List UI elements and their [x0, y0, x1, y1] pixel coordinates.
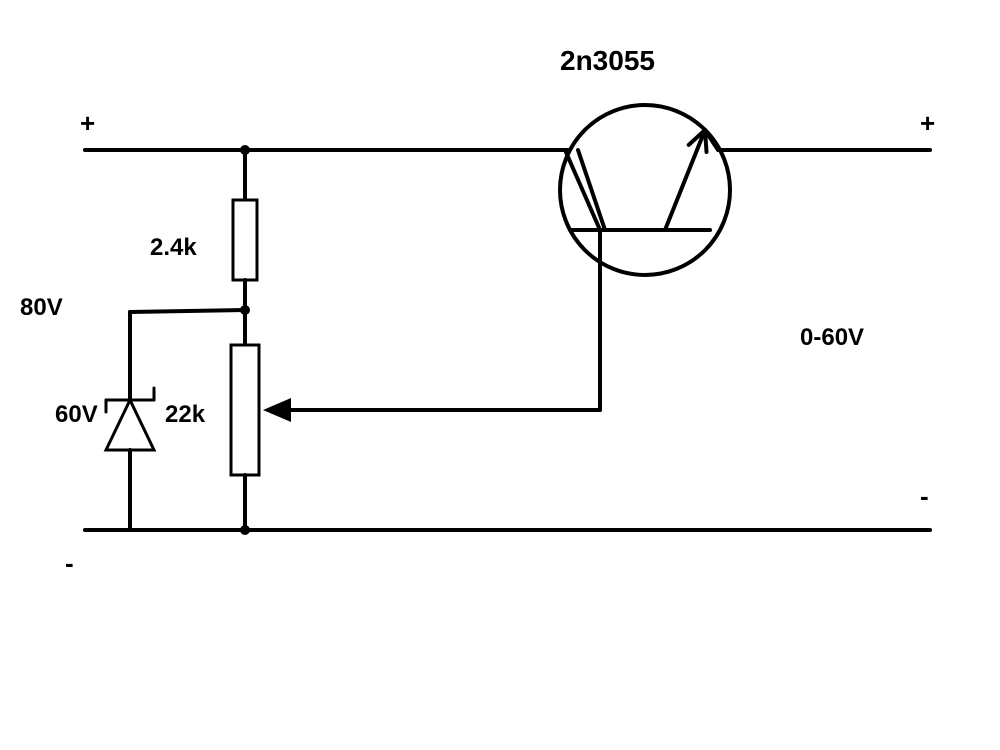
in-minus-label: - — [65, 548, 74, 578]
circuit-schematic: 2n3055 2.4k 22k 60V 80V 0-60V + - + - — [0, 0, 1000, 750]
vout-label: 0-60V — [800, 324, 864, 351]
r1-label: 2.4k — [150, 234, 197, 261]
r2-label: 22k — [165, 401, 206, 428]
out-minus-label: - — [920, 481, 929, 511]
zener-label: 60V — [55, 401, 98, 428]
out-plus-label: + — [920, 108, 935, 138]
transistor-label: 2n3055 — [560, 45, 655, 76]
resistor-r1 — [233, 200, 257, 280]
potentiometer-r2 — [231, 345, 259, 475]
in-plus-label: + — [80, 108, 95, 138]
zener-diode — [106, 400, 154, 450]
vin-label: 80V — [20, 294, 63, 321]
